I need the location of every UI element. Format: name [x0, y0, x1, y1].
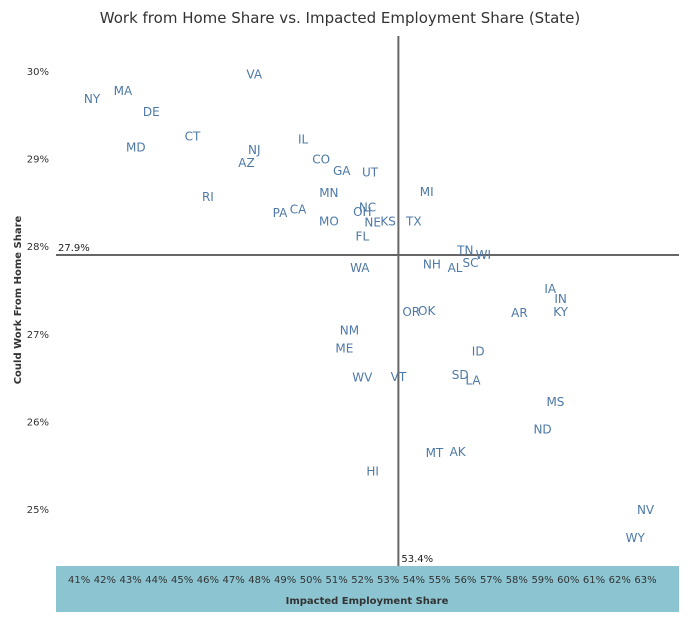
state-point-ct[interactable]: CT — [185, 130, 201, 144]
state-point-sc[interactable]: SC — [462, 256, 478, 270]
x-tick-label: 50% — [300, 575, 322, 586]
y-tick-label: 28% — [27, 242, 49, 253]
y-tick-label: 29% — [27, 155, 49, 166]
x-tick-label: 49% — [274, 575, 296, 586]
state-point-nc[interactable]: NC — [359, 201, 376, 215]
state-point-wv[interactable]: WV — [352, 371, 373, 385]
state-point-il[interactable]: IL — [298, 132, 309, 146]
state-point-md[interactable]: MD — [126, 140, 146, 154]
state-point-mn[interactable]: MN — [319, 186, 338, 200]
state-point-ne[interactable]: NE — [364, 216, 381, 230]
state-point-nd[interactable]: ND — [533, 422, 551, 436]
state-point-ny[interactable]: NY — [84, 92, 101, 106]
state-point-oh[interactable]: OH — [353, 205, 371, 219]
state-point-ut[interactable]: UT — [362, 166, 379, 180]
chart-title: Work from Home Share vs. Impacted Employ… — [100, 9, 580, 27]
state-point-or[interactable]: OR — [402, 305, 420, 319]
x-tick-label: 59% — [531, 575, 553, 586]
x-tick-label: 61% — [583, 575, 605, 586]
x-tick-label: 44% — [145, 575, 167, 586]
x-tick-label: 54% — [403, 575, 425, 586]
state-point-ma[interactable]: MA — [114, 84, 133, 98]
x-tick-label: 53% — [377, 575, 399, 586]
state-point-tx[interactable]: TX — [405, 215, 422, 229]
state-point-fl[interactable]: FL — [356, 230, 370, 244]
state-point-ok[interactable]: OK — [418, 304, 436, 318]
state-point-az[interactable]: AZ — [238, 156, 254, 170]
state-point-ca[interactable]: CA — [290, 202, 307, 216]
x-axis-ticks: 41% 42% 43% 44% 45% 46% 47% 48% 49% 50% 51% 52% 53% 5… — [68, 575, 657, 586]
state-point-co[interactable]: CO — [312, 153, 330, 167]
x-tick-label: 43% — [120, 575, 142, 586]
x-tick-label: 60% — [557, 575, 579, 586]
state-point-al[interactable]: AL — [448, 261, 463, 275]
x-tick-label: 41% — [68, 575, 90, 586]
state-point-mi[interactable]: MI — [420, 185, 434, 199]
state-point-ks[interactable]: KS — [380, 215, 396, 229]
state-point-mt[interactable]: MT — [426, 446, 444, 460]
y-tick-label: 30% — [27, 67, 49, 78]
x-tick-label: 47% — [223, 575, 245, 586]
y-reference-label: 27.9% — [58, 243, 90, 254]
x-tick-label: 46% — [197, 575, 219, 586]
state-point-nv[interactable]: NV — [637, 503, 655, 517]
x-tick-label: 63% — [634, 575, 656, 586]
x-tick-label: 57% — [480, 575, 502, 586]
y-tick-label: 26% — [27, 417, 49, 428]
y-tick-label: 25% — [27, 505, 49, 516]
state-point-ms[interactable]: MS — [546, 395, 564, 409]
state-point-la[interactable]: LA — [465, 373, 481, 387]
state-point-ak[interactable]: AK — [450, 445, 467, 459]
state-point-mo[interactable]: MO — [319, 215, 339, 229]
state-point-wy[interactable]: WY — [626, 531, 646, 545]
x-axis-label: Impacted Employment Share — [286, 596, 449, 607]
x-tick-label: 58% — [506, 575, 528, 586]
x-tick-label: 48% — [248, 575, 270, 586]
state-point-wi[interactable]: WI — [476, 248, 491, 262]
state-point-ia[interactable]: IA — [544, 282, 557, 296]
state-point-vt[interactable]: VT — [391, 370, 407, 384]
y-tick-label: 27% — [27, 330, 49, 341]
state-point-nj[interactable]: NJ — [248, 143, 261, 157]
state-point-me[interactable]: ME — [335, 342, 353, 356]
state-point-wa[interactable]: WA — [350, 261, 370, 275]
state-point-de[interactable]: DE — [143, 105, 160, 119]
x-tick-label: 52% — [351, 575, 373, 586]
state-point-ar[interactable]: AR — [511, 306, 528, 320]
state-point-ga[interactable]: GA — [333, 164, 351, 178]
state-point-id[interactable]: ID — [472, 344, 485, 358]
state-point-hi[interactable]: HI — [366, 464, 379, 478]
x-tick-label: 42% — [94, 575, 116, 586]
state-point-ri[interactable]: RI — [202, 190, 214, 204]
state-point-nh[interactable]: NH — [423, 258, 441, 272]
state-point-tn[interactable]: TN — [456, 244, 473, 258]
y-axis-ticks: 25% 26% 27% 28% 29% 30% — [27, 67, 49, 516]
x-tick-label: 56% — [454, 575, 476, 586]
state-point-ky[interactable]: KY — [553, 305, 568, 319]
x-tick-label: 51% — [325, 575, 347, 586]
x-reference-label: 53.4% — [401, 554, 433, 565]
x-axis-band — [56, 566, 679, 612]
x-tick-label: 55% — [428, 575, 450, 586]
state-point-nm[interactable]: NM — [340, 323, 359, 337]
y-axis-label: Could Work From Home Share — [13, 215, 24, 384]
x-tick-label: 62% — [609, 575, 631, 586]
state-point-in[interactable]: IN — [554, 292, 567, 306]
state-point-sd[interactable]: SD — [452, 368, 469, 382]
state-point-va[interactable]: VA — [246, 68, 262, 82]
state-point-pa[interactable]: PA — [273, 206, 288, 220]
x-tick-label: 45% — [171, 575, 193, 586]
